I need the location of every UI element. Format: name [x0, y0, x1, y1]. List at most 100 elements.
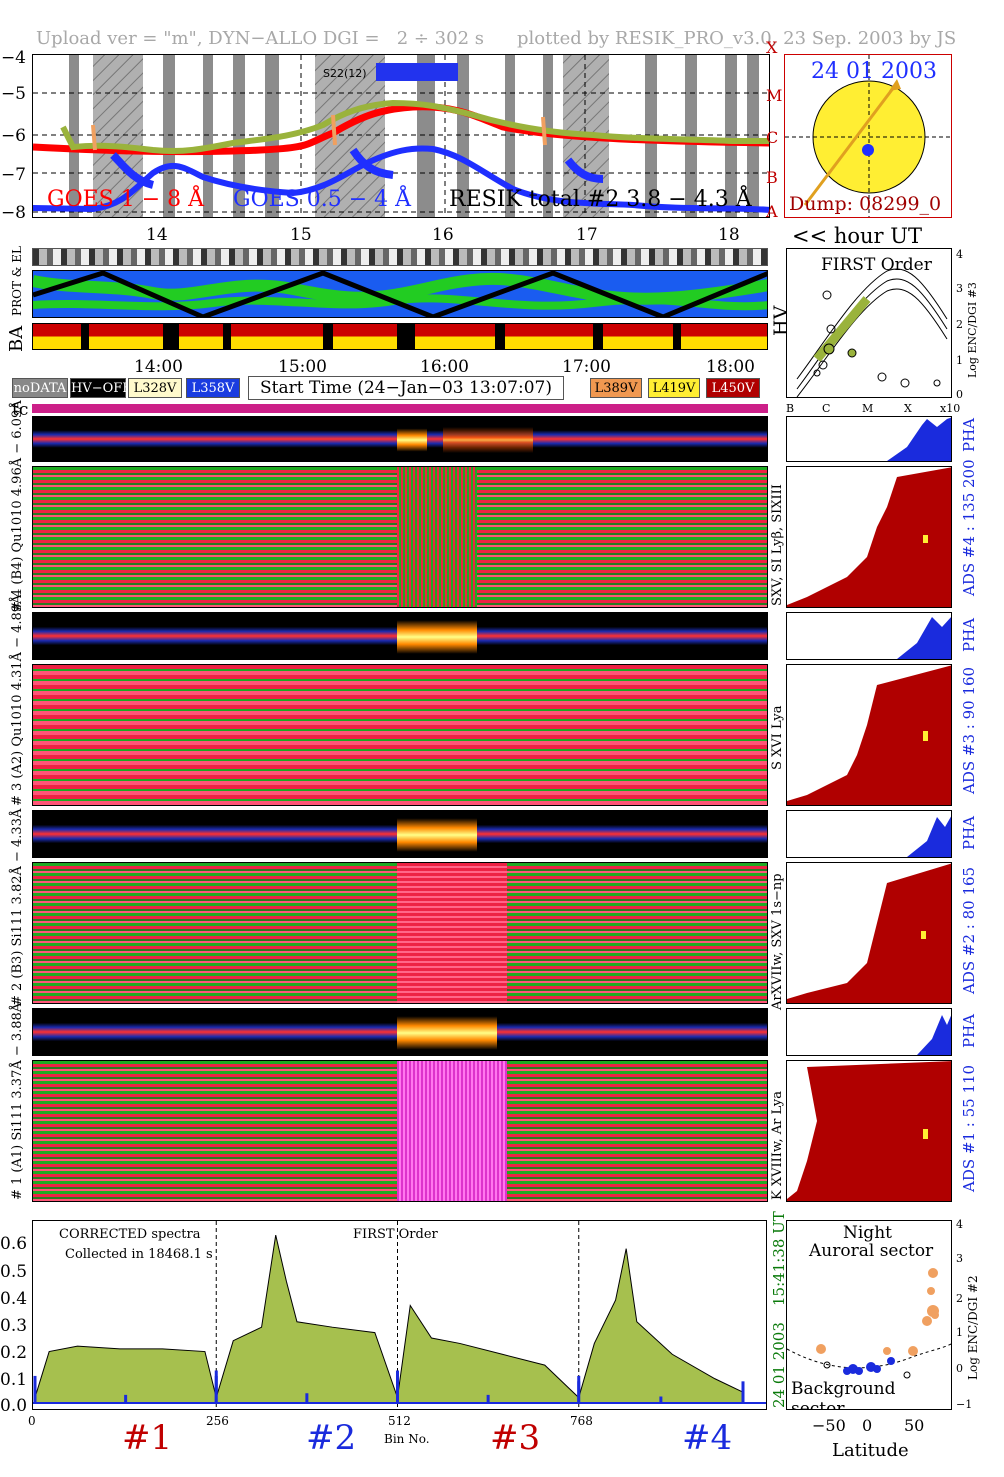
spectrum-xtick: 512 — [388, 1414, 411, 1428]
l389v-legend: L389V — [590, 378, 642, 398]
pha-label-ch1: PHA — [960, 1013, 978, 1048]
spectrum-panel: CORRECTED spectra Collected in 18468.1 s… — [32, 1220, 767, 1410]
hour-ut-label: << hour UT — [792, 224, 922, 248]
pha-label-ch3: PHA — [960, 617, 978, 652]
goes-lightcurve-panel: S22(12) GOES 1 − 8 Å GOES 0.5 − 4 Å RESI… — [32, 54, 770, 218]
s22-label: S22(12) — [323, 67, 367, 80]
class-letter-x: X — [766, 38, 778, 57]
spectrum-svg — [33, 1221, 766, 1409]
spectrum-note2: Collected in 18468.1 s — [65, 1247, 213, 1262]
l450v-legend: L450V — [706, 378, 760, 398]
nodata-legend: noDATA — [12, 378, 68, 398]
class-letter-a: A — [766, 202, 778, 221]
first-order-ytick: 0 — [956, 388, 963, 401]
hour-label: 17 — [576, 225, 598, 245]
first-order-xlabel: B — [786, 402, 795, 415]
channel-number-1: #1 — [122, 1418, 173, 1458]
ads-hist-ch3 — [786, 664, 952, 806]
hour-label: 16 — [432, 225, 454, 245]
time-label: 18:00 — [706, 357, 755, 377]
first-order-ytick: 1 — [956, 354, 963, 367]
class-letter-c: C — [766, 128, 779, 147]
s22-marker — [376, 63, 458, 81]
pha-hist-ch3 — [786, 612, 952, 660]
spectrum-segment-1 — [34, 1345, 217, 1404]
spectro-ch3 — [32, 664, 768, 806]
ads-label-ch1: ADS #1 : 55 110 — [960, 1064, 978, 1192]
legend-goes-short: GOES 0.5 − 4 Å — [233, 187, 412, 212]
spectrum-xtick: 0 — [28, 1414, 36, 1428]
spectro-ch4 — [32, 466, 768, 608]
spectrum-xtick: 256 — [206, 1414, 229, 1428]
first-order-xlabel: C — [822, 402, 831, 415]
spectrum-segment-3 — [397, 1304, 580, 1404]
pointing-marker — [862, 144, 874, 156]
ads-label-ch4: ADS #4 : 135 200 — [960, 459, 978, 596]
sun-disk-svg — [785, 55, 951, 217]
spectrum-ytick: 0.6 — [0, 1234, 28, 1254]
goes-ytick: −6 — [0, 126, 26, 146]
goes-ytick: −4 — [0, 48, 26, 68]
spectrum-ytick: 0.2 — [0, 1343, 28, 1363]
hour-label: 15 — [290, 225, 312, 245]
night-shade-bands — [69, 55, 759, 217]
pha-label-ch2: PHA — [960, 815, 978, 850]
channel2-label: # 2 (B3) Si111 3.82Å − 4.33Å — [10, 808, 25, 1006]
tc-label: tc — [12, 400, 29, 420]
pha-hist-ch1 — [786, 1008, 952, 1056]
ads-hist-ch2 — [786, 862, 952, 1004]
goes-ytick: −8 — [0, 203, 26, 223]
spectrum-ytick: 0.4 — [0, 1289, 28, 1309]
first-order-xlabel: M — [862, 402, 874, 415]
pha-label-ch4: PHA — [960, 417, 978, 452]
latitude-ytick: 1 — [956, 1326, 963, 1339]
latitude-ylabel: Log ENC/DGI #2 — [966, 1275, 980, 1380]
start-time-box: Start Time (24−Jan−03 13:07:07) — [248, 376, 564, 400]
spectrum-xtick: 768 — [570, 1414, 593, 1428]
pha-strip-ch4 — [32, 416, 768, 462]
first-order-title: FIRST Order — [821, 255, 932, 275]
time-label: 17:00 — [562, 357, 611, 377]
time-label: 16:00 — [420, 357, 469, 377]
goes-short-curve — [33, 145, 769, 213]
spectrum-xlabel: Bin No. — [384, 1432, 430, 1446]
hv-label: HV — [770, 305, 792, 336]
first-order-xlabel: X — [904, 402, 912, 415]
latitude-bottom-label: Background sector — [791, 1379, 896, 1410]
first-order-ytick: 2 — [956, 318, 963, 331]
channel-number-3: #3 — [490, 1418, 541, 1458]
first-order-ylabel: Log ENC/DGI #3 — [966, 282, 979, 378]
goes-long-curve — [33, 103, 769, 156]
goes-lightcurve-svg: S22(12) — [33, 55, 769, 217]
pha-strip-ch2 — [32, 810, 768, 858]
prot-el-panel — [32, 270, 768, 318]
ba-label: BA — [6, 325, 27, 352]
latitude-xtick: 0 — [862, 1416, 873, 1435]
spectrum-ytick: 0.1 — [0, 1370, 28, 1390]
channel-number-2: #2 — [306, 1418, 357, 1458]
first-order-ytick: 3 — [956, 282, 963, 295]
latitude-ytick: 0 — [956, 1362, 963, 1375]
latitude-xtick: 50 — [904, 1416, 925, 1435]
ads-label-ch3: ADS #3 : 90 160 — [960, 666, 978, 794]
channel3-lines: S XVI Lya — [770, 705, 785, 770]
l419v-legend: L419V — [648, 378, 700, 398]
dump-label: Dump: 08299_0 — [789, 193, 942, 215]
channel2-lines: ArXVIIw, SXV 1s−np — [770, 873, 785, 1010]
hv-off-legend: HV−OFF — [70, 378, 131, 398]
latitude-xlabel: Latitude — [832, 1440, 909, 1461]
class-letter-m: M — [766, 86, 783, 105]
ads-label-ch2: ADS #2 : 80 165 — [960, 866, 978, 994]
first-order-panel: FIRST Order — [786, 248, 952, 398]
time-label: 14:00 — [134, 357, 183, 377]
plotted-by-text: plotted by RESIK_PRO_v3.0, 23 Sep. 2003 … — [517, 28, 957, 49]
pha-hist-ch4 — [786, 416, 952, 462]
l328v-legend: L328V — [128, 378, 182, 398]
ba-panel — [32, 323, 768, 350]
l358v-legend: L358V — [186, 378, 240, 398]
latitude-title2: Auroral sector — [809, 1241, 934, 1261]
resik-total-curve — [60, 99, 769, 154]
latitude-xtick: −50 — [812, 1416, 846, 1435]
sun-panel: 24 01 2003 Dump: 08299_0 — [784, 54, 952, 218]
latitude-ytick: 2 — [956, 1292, 963, 1305]
